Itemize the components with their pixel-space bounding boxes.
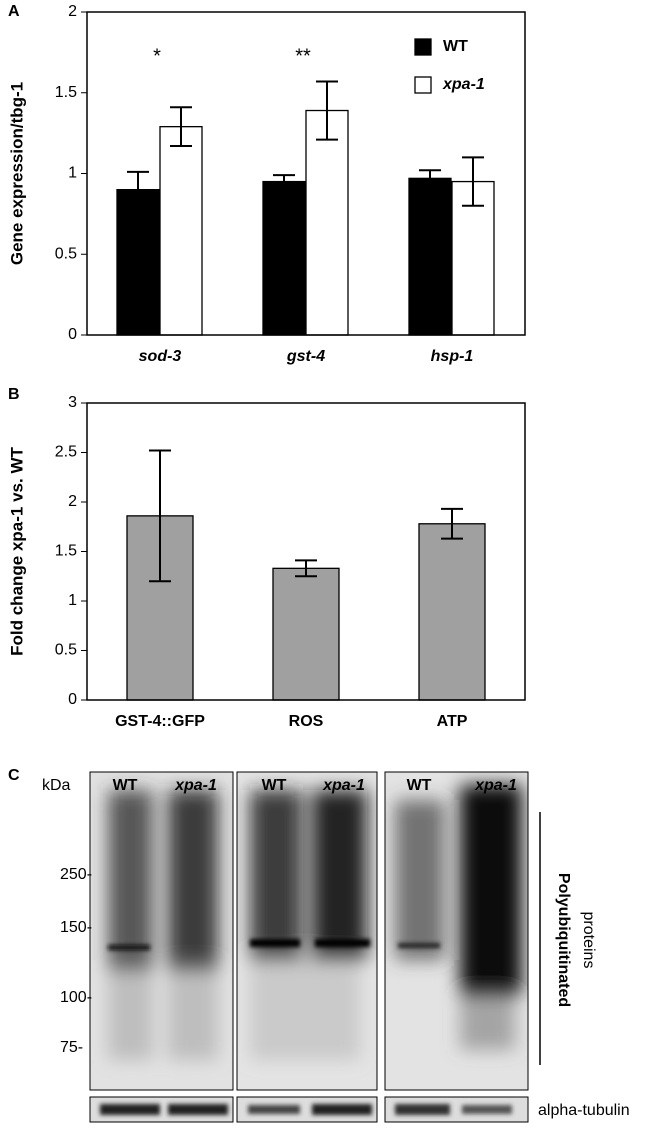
error-bar xyxy=(170,106,192,148)
bar xyxy=(262,180,306,336)
y-tick-label: 0.5 xyxy=(55,642,77,659)
lane-label: WT xyxy=(262,777,287,794)
y-tick-label: 1.5 xyxy=(55,84,77,101)
x-tick-label: ROS xyxy=(289,713,324,730)
target-label: Polyubiquitinated xyxy=(555,873,572,1007)
y-tick-label: 3 xyxy=(68,394,77,411)
lane-label: WT xyxy=(113,777,138,794)
lane-label: xpa-1 xyxy=(474,777,517,794)
y-tick-label: 0 xyxy=(68,326,77,343)
x-tick-label: GST-4::GFP xyxy=(115,713,205,730)
legend-swatch xyxy=(414,76,432,94)
significance: ** xyxy=(295,45,311,67)
error-bar xyxy=(316,80,338,141)
plot-frame xyxy=(86,402,526,701)
bar xyxy=(418,523,486,701)
error-bar xyxy=(441,507,463,540)
blot xyxy=(89,771,541,1123)
lane-label: xpa-1 xyxy=(322,777,365,794)
y-tick-label: 1 xyxy=(68,165,77,182)
y-tick-label: 1.5 xyxy=(55,543,77,560)
lane-label: xpa-1 xyxy=(174,777,217,794)
significance: * xyxy=(153,45,161,67)
y-tick-label: 2 xyxy=(68,493,77,510)
unit-label: kDa xyxy=(42,777,71,794)
y-axis-label: Fold change xpa-1 vs. WT xyxy=(7,447,26,656)
marker-label: 150- xyxy=(60,919,92,936)
panel-label: B xyxy=(8,386,20,403)
target-label: proteins xyxy=(580,912,597,969)
y-tick-label: 2 xyxy=(68,3,77,20)
x-tick-label: gst-4 xyxy=(286,348,325,365)
y-axis-label: Gene expression/tbg-1 xyxy=(7,82,26,265)
y-tick-label: 2.5 xyxy=(55,444,77,461)
error-bar xyxy=(295,559,317,578)
marker-label: 250- xyxy=(60,866,92,883)
bar xyxy=(451,180,495,336)
bar xyxy=(159,126,203,336)
bar xyxy=(116,188,160,336)
x-tick-label: hsp-1 xyxy=(431,348,474,365)
error-bar xyxy=(273,174,295,190)
y-tick-label: 0 xyxy=(68,691,77,708)
panel-label: A xyxy=(8,3,20,20)
y-tick-label: 0.5 xyxy=(55,245,77,262)
error-bar xyxy=(462,156,484,207)
marker-label: 75- xyxy=(60,1039,83,1056)
x-tick-label: sod-3 xyxy=(139,348,182,365)
x-tick-label: ATP xyxy=(437,713,468,730)
plot-frame xyxy=(86,11,526,336)
legend-swatch xyxy=(414,38,432,56)
legend-label: WT xyxy=(443,38,468,55)
panel-label: C xyxy=(8,767,20,784)
error-bar xyxy=(127,170,149,209)
bar xyxy=(272,567,340,701)
error-bar xyxy=(149,449,171,583)
marker-label: 100- xyxy=(60,989,92,1006)
y-tick-label: 1 xyxy=(68,592,77,609)
legend-label: xpa-1 xyxy=(442,76,485,93)
bar xyxy=(305,109,349,336)
lane-label: WT xyxy=(407,777,432,794)
loading-label: alpha-tubulin xyxy=(538,1102,630,1119)
bar xyxy=(408,177,452,336)
error-bar xyxy=(419,169,441,188)
